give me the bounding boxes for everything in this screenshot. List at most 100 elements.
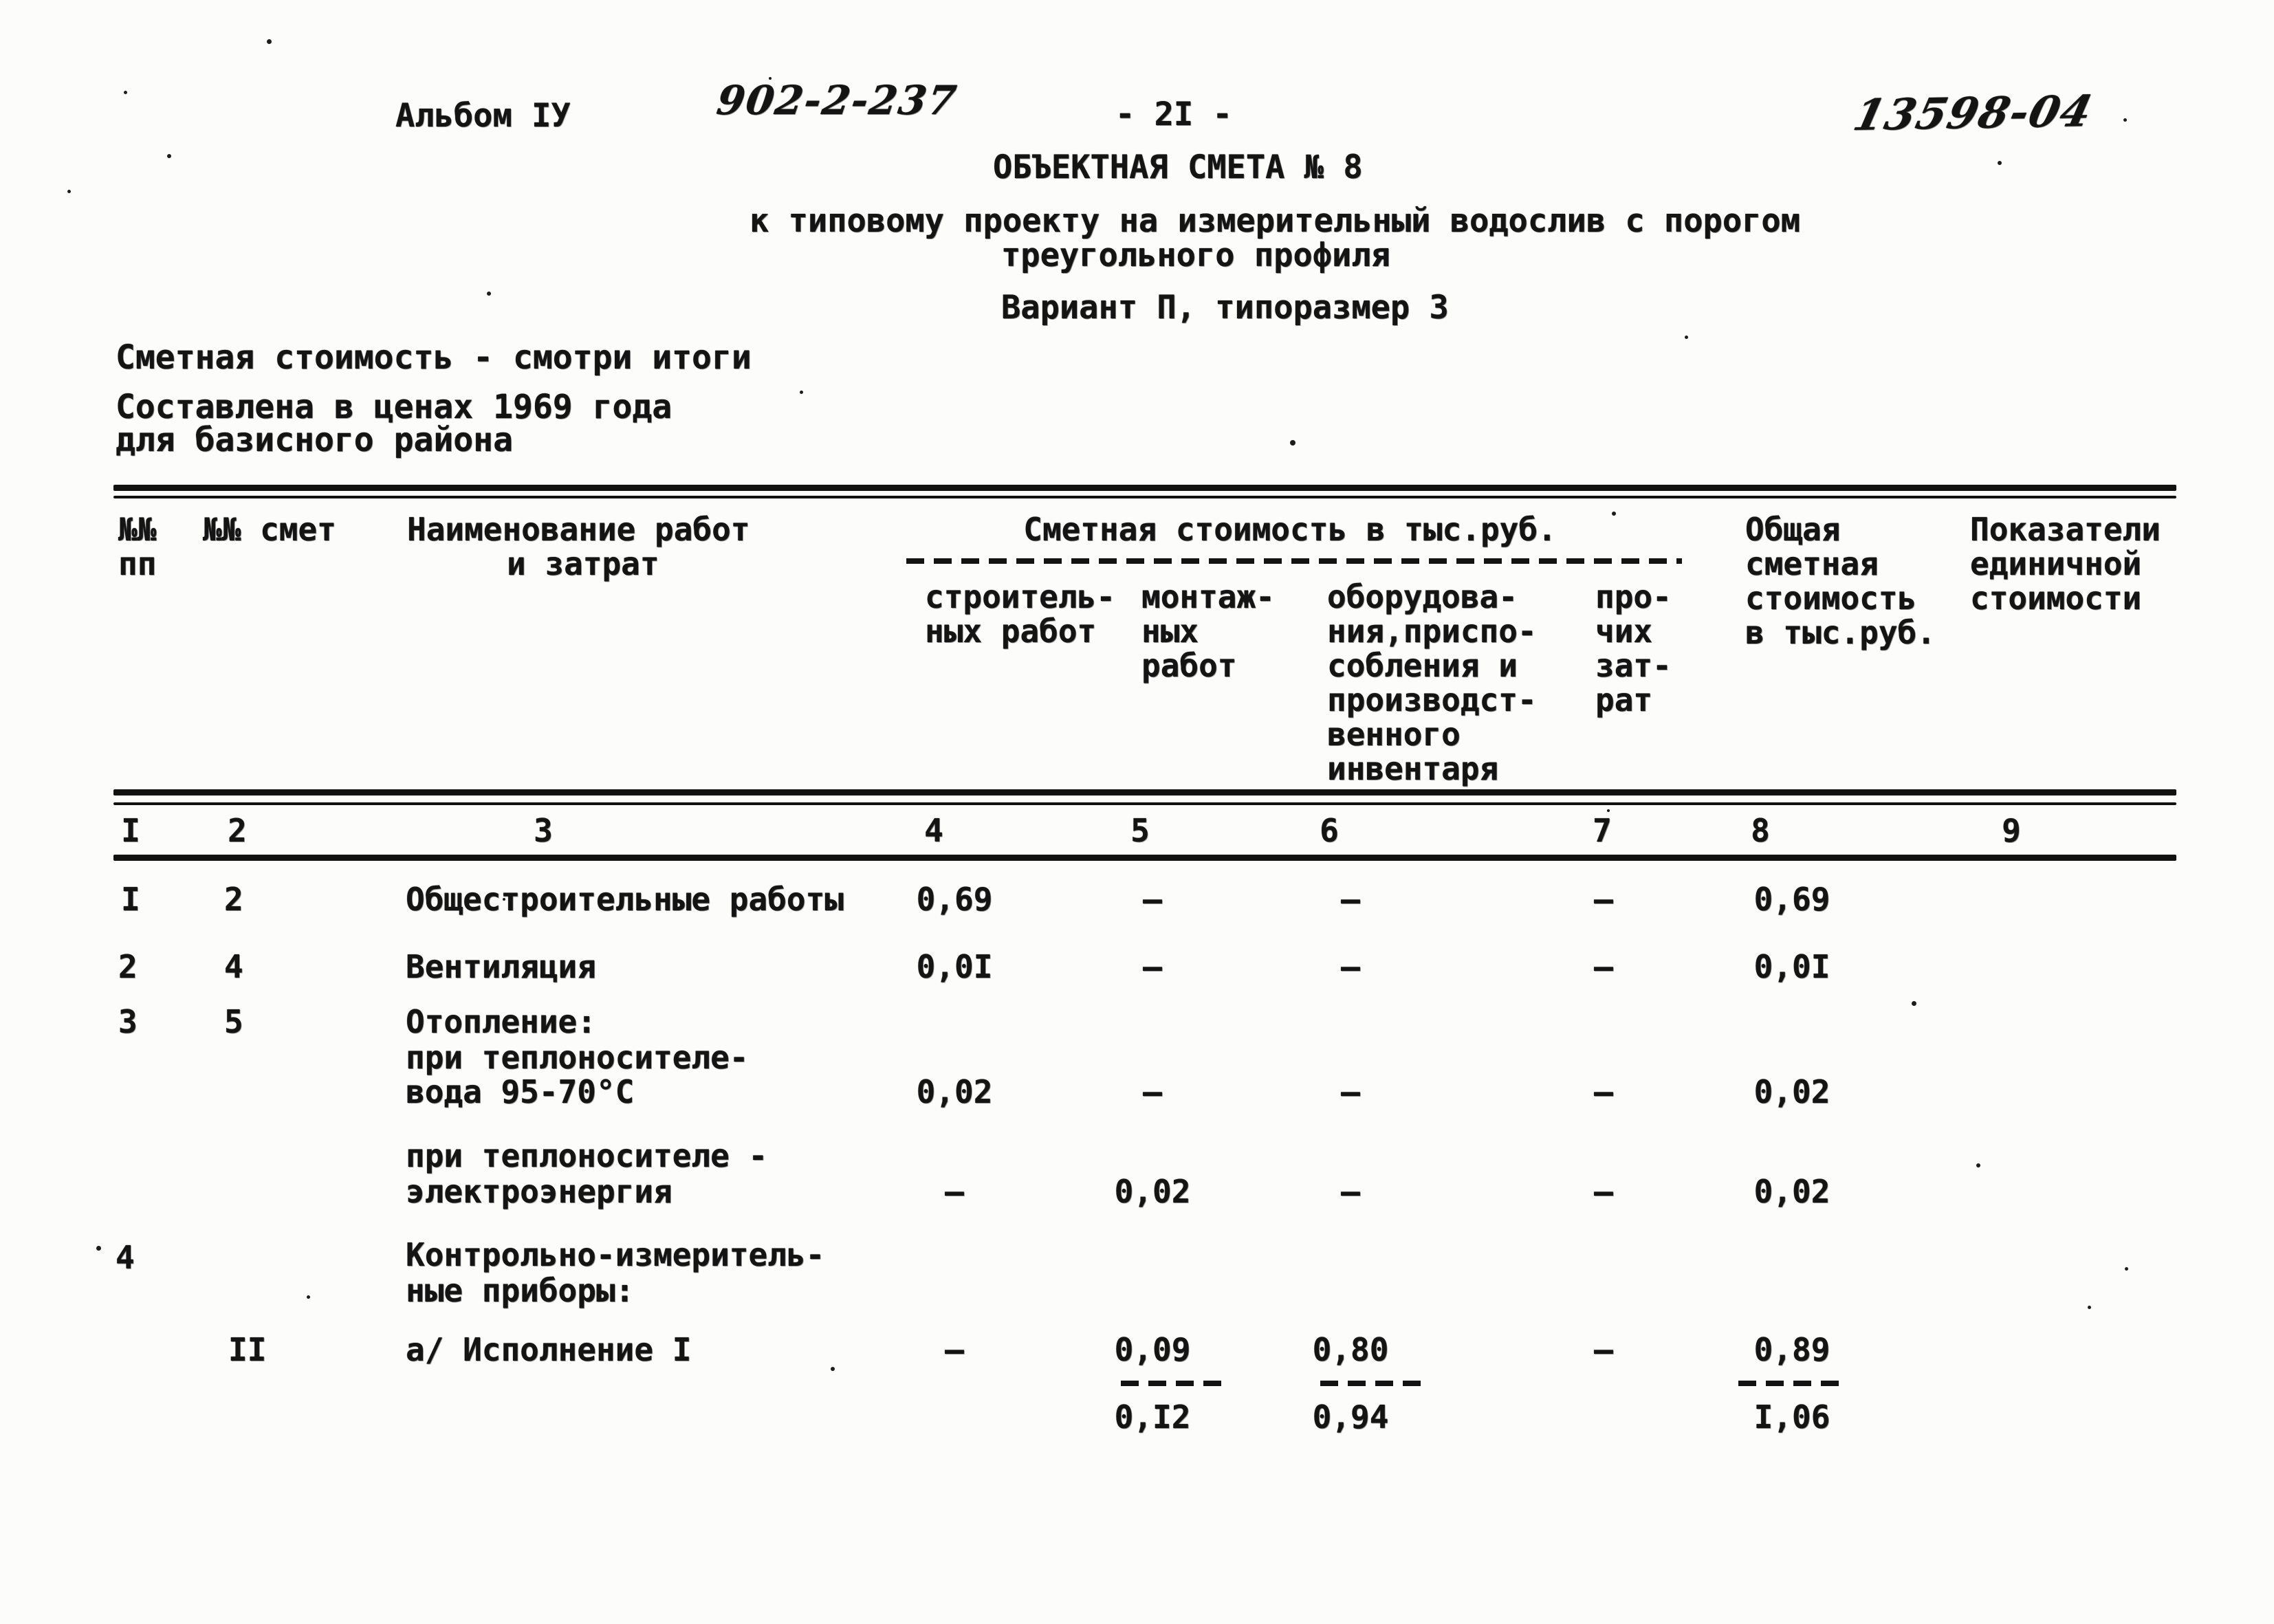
- col-header-equip-line2: ния,приспо-: [1327, 613, 1537, 650]
- col-number-3: 3: [534, 812, 553, 849]
- col-number-4: 4: [924, 812, 943, 849]
- row1-name: Общестроительные работы: [406, 881, 844, 918]
- row6-cell-mont: 0,09: [1114, 1331, 1191, 1368]
- col-header-other-line3: зат-: [1595, 647, 1672, 684]
- row4-cell-other: —: [1594, 1173, 1613, 1210]
- col-header-smet: №№ смет: [203, 511, 336, 548]
- col-header-equip-line4: производст-: [1327, 681, 1537, 718]
- scan-speck: [96, 1246, 101, 1251]
- scan-speck: [1607, 809, 1610, 812]
- row4-cell-total: 0,02: [1753, 1173, 1830, 1210]
- row2-name: Вентиляция: [406, 948, 596, 985]
- col-header-total-line4: в тыс.руб.: [1745, 614, 1936, 651]
- col-header-pp-line1: №№: [118, 511, 157, 548]
- col-number-7: 7: [1593, 812, 1612, 849]
- row3-cell-build: 0,02: [916, 1073, 993, 1110]
- scan-speck: [831, 1367, 835, 1371]
- doc-subtitle-line2: треугольного профиля: [1001, 237, 1390, 274]
- col-number-9: 9: [2002, 812, 2021, 849]
- row1-cell-equip: —: [1341, 881, 1360, 918]
- col-header-mont-line3: работ: [1141, 647, 1237, 684]
- row2-cell-total: 0,0I: [1753, 948, 1830, 985]
- scan-speck: [307, 1295, 310, 1299]
- col-header-total-line1: Общая: [1745, 511, 1841, 548]
- row2-cell-build: 0,0I: [916, 948, 993, 985]
- col-header-equip-line6: инвентаря: [1327, 750, 1499, 787]
- inventory-stamp-handwritten: 13598-04: [1848, 86, 2098, 140]
- col-header-build-line2: ных работ: [925, 613, 1097, 650]
- col-number-1: I: [121, 812, 140, 849]
- row3-name-line3: вода 95-70°С: [406, 1073, 635, 1110]
- row6-cell-build: —: [945, 1331, 964, 1368]
- row1-cell-other: —: [1594, 881, 1613, 918]
- col-header-total-line3: стоимость: [1745, 580, 1917, 617]
- row6-cell-equip: 0,80: [1312, 1331, 1389, 1368]
- scan-speck: [1912, 1001, 1916, 1006]
- col-header-name-line2: и затрат: [507, 545, 659, 582]
- row3-name-line1: Отопление:: [406, 1003, 596, 1040]
- scan-speck: [67, 190, 71, 193]
- group-header-cost: Сметная стоимость в тыс.руб.: [1023, 511, 1557, 548]
- scan-speck: [503, 898, 505, 901]
- row3-num-pp: 3: [118, 1003, 138, 1040]
- row2-cell-mont: —: [1143, 948, 1162, 985]
- col-number-6: 6: [1320, 812, 1339, 849]
- col-header-other-line2: чих: [1595, 613, 1653, 650]
- row4-cell-equip: —: [1341, 1173, 1360, 1210]
- row4-cell-mont: 0,02: [1114, 1173, 1191, 1210]
- totals-cell-mont: 0,I2: [1114, 1398, 1191, 1436]
- scan-speck: [1976, 1163, 1980, 1167]
- totals-cell-total: I,06: [1753, 1398, 1830, 1436]
- doc-subtitle-line1: к типовому проекту на измерительный водо…: [750, 202, 1801, 240]
- row4-cell-build: —: [945, 1173, 964, 1210]
- scan-speck: [2123, 118, 2127, 122]
- scan-speck: [769, 77, 772, 80]
- col-number-2: 2: [228, 812, 247, 849]
- row1-num-pp: I: [121, 881, 140, 918]
- row3-cell-other: —: [1594, 1073, 1613, 1110]
- scan-speck: [487, 292, 491, 296]
- row3-cell-mont: —: [1143, 1073, 1162, 1110]
- scan-speck: [1612, 512, 1616, 516]
- row6-cell-other: —: [1594, 1331, 1613, 1368]
- row2-cell-other: —: [1594, 948, 1613, 985]
- col-header-mont-line2: ных: [1141, 613, 1199, 650]
- scan-speck: [2125, 1267, 2128, 1271]
- colnumbers-bottom-rule: [113, 855, 2176, 861]
- col-header-equip-line3: собления и: [1327, 647, 1518, 684]
- header-bottom-rule-heavy: [113, 789, 2176, 795]
- scan-speck: [267, 39, 272, 44]
- totals-dashed-rule-mont: [1121, 1381, 1223, 1386]
- scan-speck: [167, 154, 171, 158]
- totals-cell-equip: 0,94: [1312, 1398, 1389, 1436]
- col-header-unit-line2: единичной: [1970, 545, 2142, 582]
- row3-cell-equip: —: [1341, 1073, 1360, 1110]
- row1-cell-build: 0,69: [916, 881, 993, 918]
- table-top-rule-thin: [113, 496, 2176, 498]
- scan-speck: [2088, 1306, 2091, 1309]
- note-basis-region: для базисного района: [116, 421, 513, 459]
- group-header-dashed-rule: [906, 558, 1682, 564]
- row6-cell-total: 0,89: [1753, 1331, 1830, 1368]
- header-bottom-rule-thin: [113, 802, 2176, 805]
- scan-speck: [124, 91, 127, 94]
- row1-num-smet: 2: [224, 881, 243, 918]
- table-top-rule-heavy: [113, 485, 2176, 491]
- scan-speck: [1290, 440, 1295, 446]
- col-header-equip-line1: оборудова-: [1327, 578, 1518, 615]
- note-prices-1969: Составлена в ценах 1969 года: [116, 388, 673, 426]
- page-number: - 2I -: [1115, 96, 1232, 133]
- col-header-other-line1: про-: [1595, 578, 1672, 615]
- row5-name-line1: Контрольно-измеритель-: [406, 1236, 825, 1273]
- col-header-build-line1: строитель-: [925, 578, 1115, 615]
- album-label: Альбом IУ: [395, 97, 571, 135]
- col-header-other-line4: рат: [1595, 681, 1653, 718]
- col-header-unit-line3: стоимости: [1970, 580, 2142, 617]
- row4-name-line2: электроэнергия: [406, 1173, 673, 1210]
- row2-num-smet: 4: [224, 948, 243, 985]
- note-cost-summary: Сметная стоимость - смотри итоги: [116, 338, 752, 377]
- row6-name: а/ Исполнение I: [406, 1331, 692, 1368]
- row3-name-line2: при теплоносителе-: [406, 1039, 749, 1076]
- row1-cell-mont: —: [1143, 881, 1162, 918]
